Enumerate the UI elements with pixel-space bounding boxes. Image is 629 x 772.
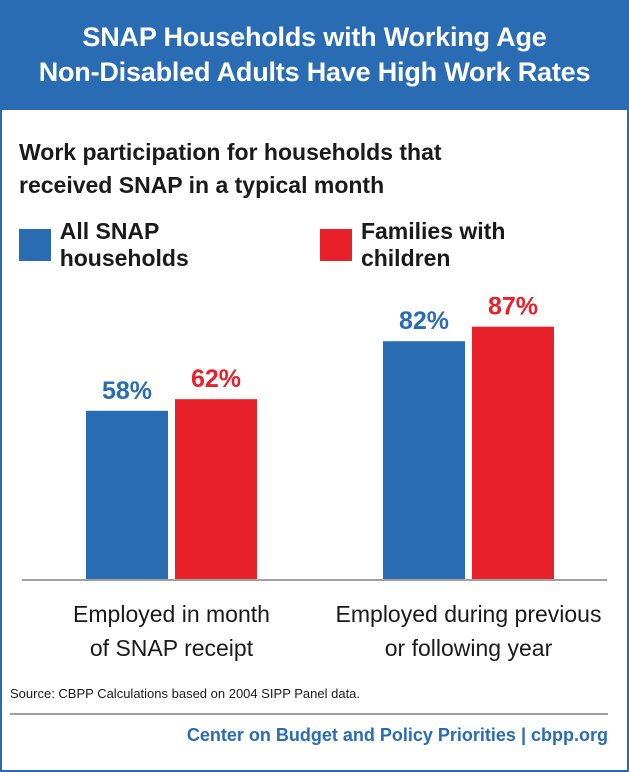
- category-label-1-line-2: of SNAP receipt: [90, 635, 254, 661]
- header-banner: SNAP Households with Working Age Non-Dis…: [2, 2, 627, 110]
- category-label-2-line-2: or following year: [385, 635, 553, 661]
- data-label-all-snap-2: 82%: [399, 307, 449, 335]
- footer-site: cbpp.org: [531, 725, 608, 745]
- chart-subtitle-line-1: Work participation for households that: [19, 139, 442, 165]
- bar-all-snap-1: [86, 410, 168, 579]
- header-title-line-1: SNAP Households with Working Age: [82, 22, 547, 52]
- footer-divider: [10, 713, 608, 715]
- legend-label-all-snap: All SNAP households: [59, 218, 189, 271]
- chart-legend: All SNAP households Families with childr…: [19, 218, 627, 271]
- chart-subtitle-line-2: received SNAP in a typical month: [19, 172, 385, 198]
- legend-swatch-families: [320, 229, 352, 261]
- footer-separator: |: [520, 725, 526, 745]
- category-label-2-line-1: Employed during previous: [336, 601, 602, 627]
- legend-item-all-snap: All SNAP households: [19, 218, 292, 272]
- bar-families-2: [472, 326, 554, 579]
- header-title-line-2: Non-Disabled Adults Have High Work Rates: [38, 57, 591, 87]
- header-title: SNAP Households with Working Age Non-Dis…: [2, 2, 627, 90]
- bar-chart: 58% 62% Employed in month of SNAP receipt 82…: [22, 293, 607, 661]
- bar-all-snap-2: [383, 341, 465, 579]
- legend-swatch-all-snap: [19, 229, 51, 261]
- legend-item-families: Families with children: [320, 218, 599, 272]
- source-note: Source: CBPP Calculations based on 2004 …: [10, 686, 361, 701]
- bar-families-1: [175, 399, 257, 579]
- chart-subtitle: Work participation for households that r…: [19, 136, 579, 202]
- legend-label-families: Families with children: [360, 218, 506, 271]
- footer-credit: Center on Budget and Policy Priorities | c…: [187, 725, 608, 746]
- category-label-1-line-1: Employed in month: [73, 601, 270, 627]
- data-label-all-snap-1: 58%: [102, 377, 152, 405]
- data-label-families-1: 62%: [191, 365, 241, 393]
- footer-org: Center on Budget and Policy Priorities: [186, 725, 516, 745]
- data-label-families-2: 87%: [488, 293, 538, 321]
